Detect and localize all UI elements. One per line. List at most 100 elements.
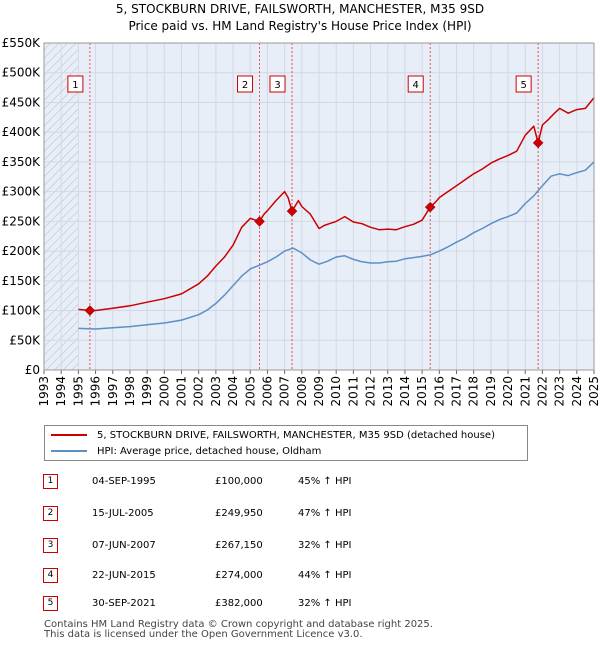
sale-hpi-change: 32% ↑ HPI (298, 598, 352, 609)
sale-point (286, 205, 298, 217)
x-tick-label: 2001 (175, 376, 189, 407)
sale-row: 3 07-JUN-2007 £267,150 32% ↑ HPI (0, 538, 600, 554)
sale-hpi-change: 44% ↑ HPI (298, 570, 352, 581)
x-tick-label: 2023 (553, 376, 567, 407)
x-tick-label: 2017 (450, 376, 464, 407)
legend-swatch-hpi (51, 450, 87, 452)
y-tick-label: £450K (2, 95, 42, 109)
y-tick-label: £500K (2, 66, 42, 80)
sale-hpi-change: 45% ↑ HPI (298, 476, 352, 487)
x-tick-label: 1994 (54, 376, 68, 407)
sale-date: 30-SEP-2021 (92, 598, 156, 609)
sale-hpi-change: 47% ↑ HPI (298, 508, 352, 519)
x-tick-label: 1997 (106, 376, 120, 407)
y-tick-label: £300K (2, 185, 42, 199)
x-tick-label: 2019 (484, 376, 498, 407)
x-tick-label: 2004 (226, 376, 240, 407)
x-tick-label: 2013 (381, 376, 395, 407)
chart-subtitle: Price paid vs. HM Land Registry's House … (128, 19, 472, 33)
x-tick-label: 2025 (587, 376, 600, 407)
sale-label-number: 1 (72, 80, 78, 91)
y-tick-label: £150K (2, 274, 42, 288)
sale-price: £267,150 (215, 540, 263, 551)
sale-date: 04-SEP-1995 (92, 476, 156, 487)
sale-row: 4 22-JUN-2015 £274,000 44% ↑ HPI (0, 568, 600, 584)
chart-title: 5, STOCKBURN DRIVE, FAILSWORTH, MANCHEST… (115, 2, 485, 16)
x-tick-label: 2018 (467, 376, 481, 407)
x-tick-label: 1995 (71, 376, 85, 407)
x-tick-label: 2007 (278, 376, 292, 407)
sale-point (254, 216, 265, 227)
sale-number-badge: 4 (43, 568, 58, 583)
x-tick-label: 2000 (157, 376, 171, 407)
sale-label-number: 3 (274, 80, 280, 91)
y-tick-label: £350K (2, 155, 42, 169)
sale-label-box (269, 75, 286, 93)
x-tick-label: 2014 (398, 376, 412, 407)
x-tick-label: 2021 (518, 376, 532, 407)
x-tick-label: 2022 (535, 376, 549, 407)
sale-number-badge: 1 (43, 474, 58, 489)
x-tick-label: 2008 (295, 376, 309, 407)
sale-point (424, 201, 436, 213)
legend-label-property: 5, STOCKBURN DRIVE, FAILSWORTH, MANCHEST… (97, 430, 495, 441)
sale-price: £382,000 (215, 598, 263, 609)
y-tick-label: £550K (2, 36, 42, 50)
y-tick-label: £250K (2, 214, 42, 228)
sale-label-number: 2 (242, 80, 248, 91)
x-tick-label: 2012 (364, 376, 378, 407)
sale-number-badge: 5 (43, 596, 58, 611)
sale-hpi-change: 32% ↑ HPI (298, 540, 352, 551)
x-tick-label: 2009 (312, 376, 326, 407)
x-tick-label: 2002 (192, 376, 206, 407)
legend-swatch-property (51, 434, 87, 436)
y-tick-label: £100K (2, 304, 42, 318)
x-tick-label: 1996 (89, 376, 103, 407)
x-tick-label: 2006 (260, 376, 274, 407)
x-tick-label: 2020 (501, 376, 515, 407)
x-tick-label: 2010 (329, 376, 343, 407)
x-tick-label: 1993 (37, 376, 51, 407)
sale-row: 2 15-JUL-2005 £249,950 47% ↑ HPI (0, 506, 600, 522)
y-tick-label: £400K (2, 125, 42, 139)
x-tick-label: 2015 (415, 376, 429, 407)
series-line-hpi (78, 161, 594, 330)
legend: 5, STOCKBURN DRIVE, FAILSWORTH, MANCHEST… (44, 425, 528, 461)
x-tick-label: 1998 (123, 376, 137, 407)
sale-price: £274,000 (215, 570, 263, 581)
sale-date: 07-JUN-2007 (92, 540, 156, 551)
copyright-footer: Contains HM Land Registry data © Crown c… (44, 620, 584, 640)
y-tick-label: £200K (2, 244, 42, 258)
sale-label-box (407, 75, 424, 93)
sale-label-box (237, 75, 254, 93)
sale-point (532, 137, 544, 149)
x-tick-label: 2016 (432, 376, 446, 407)
x-tick-label: 2003 (209, 376, 223, 407)
x-tick-label: 2024 (570, 376, 584, 407)
footer-line-1: Contains HM Land Registry data © Crown c… (44, 619, 433, 630)
sale-number-badge: 3 (43, 538, 58, 553)
sale-price: £100,000 (215, 476, 263, 487)
sale-point (84, 305, 96, 316)
sale-label-box (515, 75, 532, 93)
footer-line-2: This data is licensed under the Open Gov… (44, 629, 363, 640)
sale-row: 1 04-SEP-1995 £100,000 45% ↑ HPI (0, 474, 600, 490)
y-tick-label: £50K (9, 333, 41, 347)
series-line-property (78, 97, 594, 312)
x-tick-label: 2011 (346, 376, 360, 407)
legend-item-hpi: HPI: Average price, detached house, Oldh… (51, 445, 321, 459)
sale-price: £249,950 (215, 508, 263, 519)
sale-row: 5 30-SEP-2021 £382,000 32% ↑ HPI (0, 596, 600, 612)
price-chart: 1 2 3 4 5 £0 £50K £100K £150K £200K £250K £300K £35… (2, 36, 600, 407)
legend-item-property: 5, STOCKBURN DRIVE, FAILSWORTH, MANCHEST… (51, 429, 495, 443)
plot-border (43, 42, 595, 371)
x-tick-label: 2005 (243, 376, 257, 407)
sale-date: 15-JUL-2005 (92, 508, 154, 519)
sale-label-number: 4 (413, 80, 419, 91)
y-tick-label: £0 (25, 363, 40, 377)
sale-label-box (67, 75, 84, 93)
sale-date: 22-JUN-2015 (92, 570, 156, 581)
sale-label-number: 5 (520, 80, 526, 91)
x-tick-label: 1999 (140, 376, 154, 407)
legend-label-hpi: HPI: Average price, detached house, Oldh… (97, 446, 322, 457)
